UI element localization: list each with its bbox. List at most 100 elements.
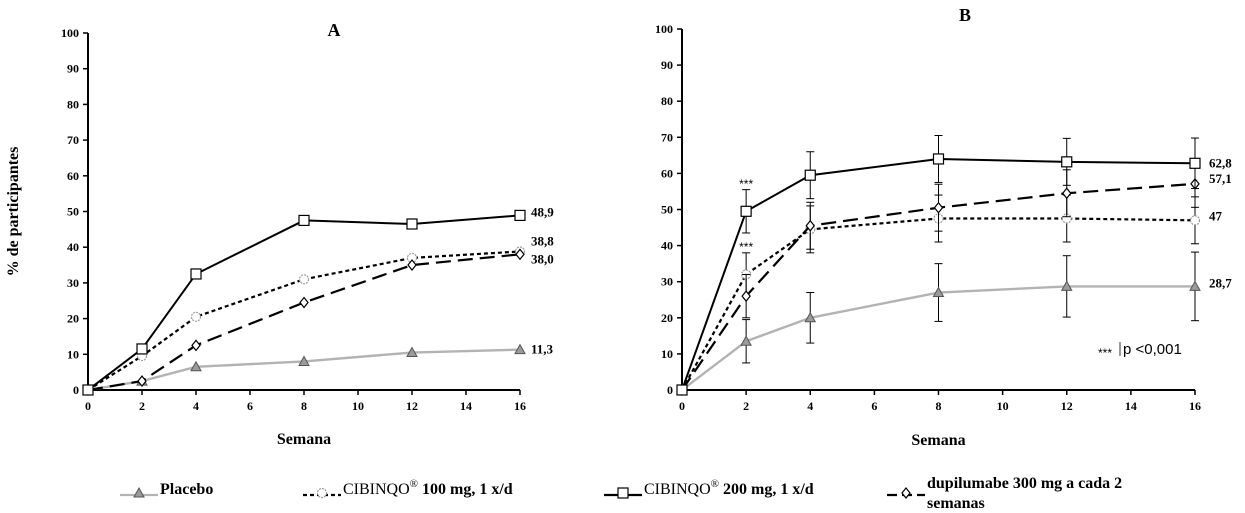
panel-a-point-dupi — [515, 248, 525, 261]
panel-a-point-placebo — [190, 360, 202, 372]
panel-a-x-tick-label: 0 — [85, 399, 91, 413]
panel-b-point-cib200 — [1189, 157, 1201, 169]
panel-b-y-tick-label: 90 — [661, 58, 673, 72]
legend-item-placebo: Placebo — [120, 481, 213, 498]
panel-b-point-dupi — [805, 219, 816, 232]
panel-b-point-placebo — [740, 335, 752, 346]
panel-b-end-label-cib200: 62,8 — [1209, 155, 1232, 170]
panel-b-point-cib200 — [1061, 156, 1073, 168]
panel-a-end-label-cib100: 38,8 — [531, 233, 554, 248]
panel-b-point-cib200 — [740, 205, 752, 217]
panel-a-title: A — [328, 20, 341, 40]
panel-a-y-tick-label: 100 — [61, 26, 79, 40]
panel-a-y-tick-label: 0 — [73, 383, 79, 397]
panel-b-x-label: Semana — [911, 432, 965, 449]
legend-label-placebo: Placebo — [160, 481, 213, 498]
panel-a-point-cib100 — [298, 274, 310, 285]
panel-b-x-tick-label: 14 — [1125, 399, 1137, 413]
panel-a-point-cib200 — [82, 384, 94, 396]
panel-b-point-cib200 — [804, 169, 816, 181]
panel-b-x-tick-label: 16 — [1189, 399, 1201, 413]
panel-a-point-cib200 — [298, 214, 310, 227]
panel-b-significance-marker: *** — [739, 240, 753, 254]
panel-a-series-dupi — [83, 248, 525, 396]
panel-a: 0 10 20 30 40 50 60 70 80 90 100 0 2 4 6 8 10 12 14 16 A Sema… — [5, 20, 554, 448]
panel-a-point-placebo — [298, 355, 310, 366]
panel-b-point-dupi — [1061, 187, 1072, 200]
panel-a-y-tick-label: 10 — [67, 347, 79, 361]
panel-b-end-label-dupi: 57,1 — [1209, 171, 1232, 186]
panel-b-x-tick-label: 4 — [807, 399, 813, 413]
panel-b-significance-note: *** p <0,001 — [1098, 341, 1182, 360]
panel-b-point-placebo — [932, 286, 945, 298]
panel-b-y-tick-label: 0 — [667, 383, 673, 397]
panel-a-y-tick-label: 20 — [67, 312, 79, 326]
panel-a-end-label-dupi: 38,0 — [531, 251, 554, 266]
panel-b-y-tick-label: 70 — [661, 130, 673, 144]
panel-b: 0 10 20 30 40 50 60 70 80 90 100 0 2 4 6 8 10 12 14 16 B Sema… — [655, 5, 1232, 449]
legend-item-cib100: CIBINQO® 100 mg, 1 x/d — [303, 478, 513, 499]
panel-b-point-cib100 — [1189, 215, 1201, 226]
panel-a-x-tick-label: 2 — [139, 399, 145, 413]
legend-marker-cib200 — [617, 487, 629, 499]
panel-b-y-tick-label: 50 — [661, 203, 673, 217]
panel-a-point-placebo — [406, 346, 418, 358]
panel-b-point-placebo — [1060, 280, 1073, 291]
panel-b-point-dupi — [741, 290, 751, 303]
legend-item-cib200: CIBINQO® 200 mg, 1 x/d — [604, 478, 814, 499]
panel-b-line-cib200 — [681, 157, 1196, 391]
legend-marker-cib100 — [316, 487, 328, 499]
panel-b-line-placebo — [681, 285, 1195, 391]
panel-b-y-tick-label: 100 — [655, 22, 673, 36]
panel-a-y-tick-label: 80 — [67, 97, 79, 111]
panel-b-y-tick-label: 10 — [661, 347, 673, 361]
panel-b-x-tick-label: 12 — [1061, 399, 1073, 413]
panel-b-y-tick-label: 60 — [661, 166, 673, 180]
panel-b-x-tick-label: 8 — [936, 399, 942, 413]
panel-a-x-tick-label: 6 — [247, 399, 253, 413]
panel-a-y-tick-label: 50 — [67, 205, 79, 219]
legend: Placebo CIBINQO® 100 mg, 1 x/d CIBINQO® 20… — [120, 475, 1122, 512]
panel-b-point-cib200 — [932, 153, 945, 165]
panel-a-point-dupi — [407, 259, 417, 272]
panel-a-line-dupi — [87, 253, 521, 392]
panel-b-point-placebo — [804, 311, 817, 323]
legend-label-cib200: CIBINQO® 200 mg, 1 x/d — [644, 478, 814, 498]
panel-b-x-tick-label: 10 — [997, 399, 1009, 413]
panel-b-significance-text: p <0,001 — [1123, 341, 1182, 358]
panel-a-x-tick-label: 12 — [406, 399, 418, 413]
panel-a-x-label: Semana — [277, 431, 331, 448]
panel-a-y-label: % de participantes — [5, 147, 22, 277]
panel-a-point-placebo — [514, 343, 526, 355]
panel-a-x-tick-label: 4 — [193, 399, 199, 413]
panel-b-y-tick-label: 80 — [661, 94, 673, 108]
panel-b-series-cib200 — [676, 134, 1201, 396]
panel-a-point-dupi — [191, 339, 201, 352]
legend-item-dupi: dupilumabe 300 mg a cada 2 semanas — [887, 475, 1122, 512]
panel-a-y-tick-label: 60 — [67, 169, 79, 183]
panel-a-series-cib100 — [82, 246, 526, 396]
panel-a-x-tick-label: 10 — [352, 399, 364, 413]
panel-b-point-dupi — [933, 201, 944, 214]
panel-a-series-cib200 — [82, 209, 526, 396]
panel-b-end-label-cib100: 47 — [1209, 208, 1223, 223]
panel-b-point-cib200 — [676, 384, 688, 396]
panel-a-y-tick-label: 30 — [67, 276, 79, 290]
panel-b-x-tick-label: 0 — [679, 399, 685, 413]
panel-b-series-placebo — [676, 251, 1201, 395]
panel-a-x-tick-label: 8 — [301, 399, 307, 413]
panel-a-point-dupi — [299, 296, 309, 309]
panel-a-x-tick-label: 16 — [514, 399, 526, 413]
panel-b-line-cib100 — [681, 217, 1196, 391]
legend-label-dupi-line2: semanas — [927, 495, 985, 512]
panel-b-end-label-placebo: 28,7 — [1209, 275, 1232, 290]
panel-a-point-cib100 — [190, 311, 202, 322]
panel-b-title: B — [959, 5, 971, 25]
panel-a-y-tick-label: 90 — [67, 62, 79, 76]
panel-a-x-tick-label: 14 — [460, 399, 472, 413]
legend-label-cib100: CIBINQO® 100 mg, 1 x/d — [343, 478, 513, 498]
panel-b-x-tick-label: 6 — [871, 399, 877, 413]
panel-a-y-tick-label: 70 — [67, 133, 79, 147]
panel-a-point-cib200 — [514, 209, 526, 222]
